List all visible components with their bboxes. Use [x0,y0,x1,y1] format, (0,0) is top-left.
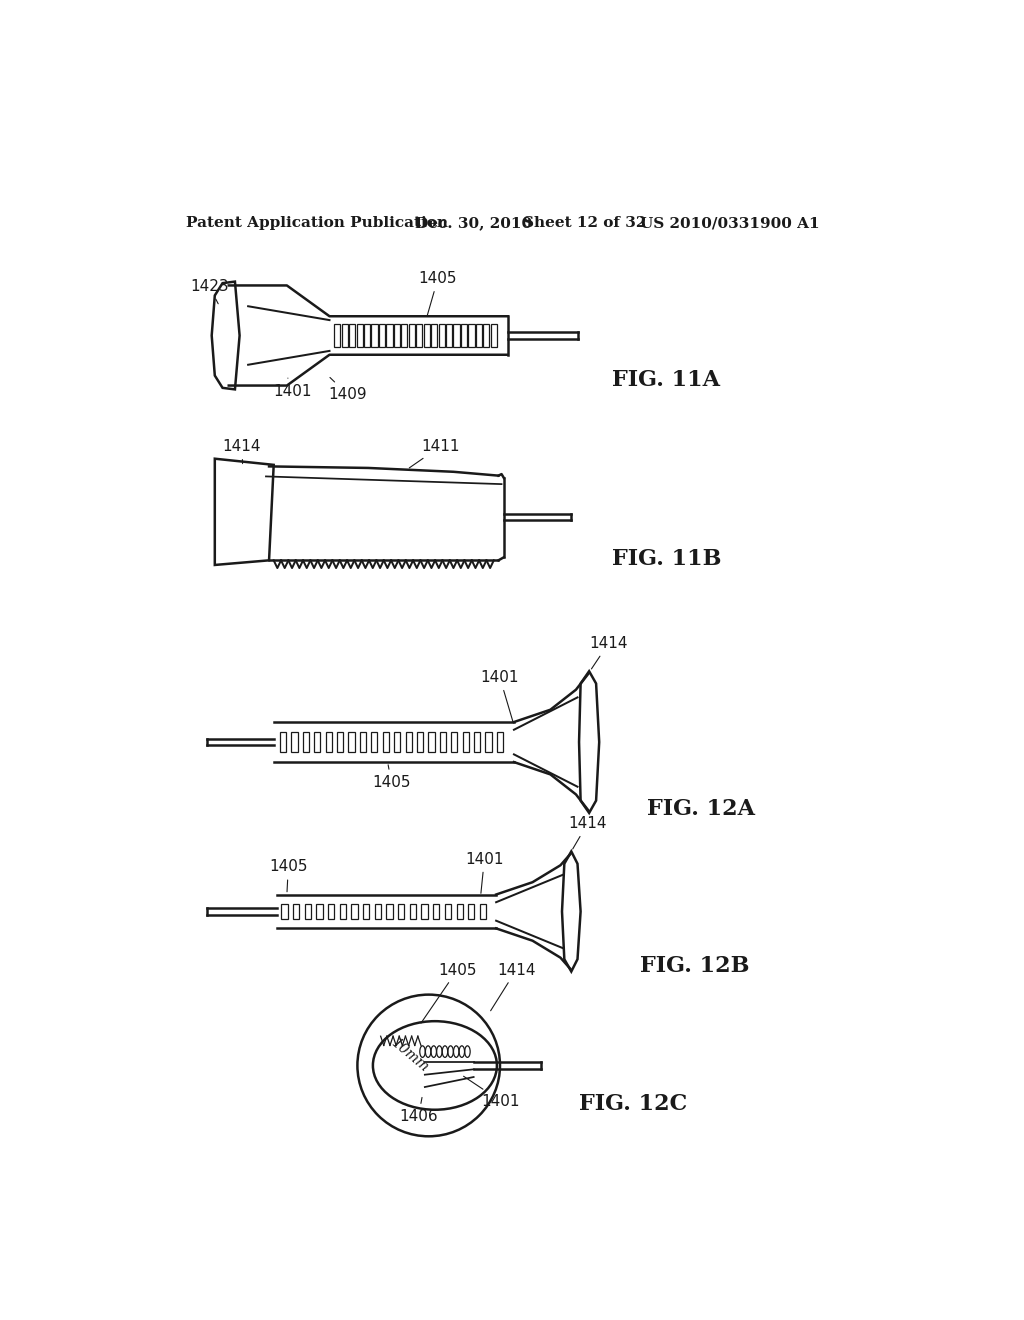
Text: 1405: 1405 [421,962,476,1023]
Text: 1414: 1414 [222,440,261,463]
Text: 1414: 1414 [589,636,628,669]
Text: Sheet 12 of 32: Sheet 12 of 32 [523,216,646,230]
Text: 1405: 1405 [269,859,307,892]
Text: FIG. 12C: FIG. 12C [579,1093,687,1115]
Text: 1423: 1423 [190,279,228,304]
Text: 1411: 1411 [410,440,460,467]
Text: FIG. 11B: FIG. 11B [612,548,722,570]
Text: Dec. 30, 2010: Dec. 30, 2010 [415,216,531,230]
Text: 1405: 1405 [372,764,411,789]
Text: 1414: 1414 [568,816,606,849]
Text: 1401: 1401 [480,671,519,722]
Text: 10mm: 10mm [388,1036,431,1074]
Text: 1414: 1414 [490,962,536,1011]
Text: 1405: 1405 [419,271,457,315]
Text: FIG. 11A: FIG. 11A [612,368,720,391]
Text: 1401: 1401 [464,1076,520,1109]
Text: 1406: 1406 [399,1097,438,1123]
Text: FIG. 12A: FIG. 12A [647,799,756,820]
Text: FIG. 12B: FIG. 12B [640,954,749,977]
Text: 1401: 1401 [273,378,312,399]
Text: US 2010/0331900 A1: US 2010/0331900 A1 [640,216,819,230]
Text: 1401: 1401 [465,851,504,894]
Text: Patent Application Publication: Patent Application Publication [186,216,449,230]
Text: 1409: 1409 [328,378,367,401]
